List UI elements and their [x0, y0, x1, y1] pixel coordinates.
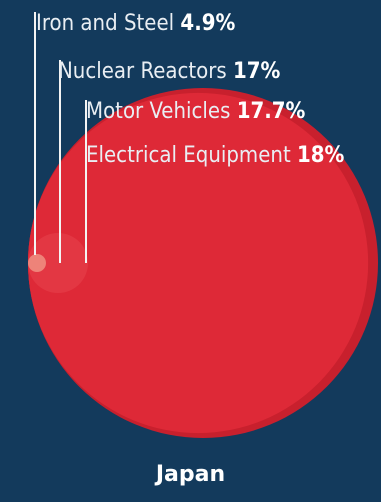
- label-name: Nuclear Reactors: [58, 59, 233, 84]
- label-name: Iron and Steel: [36, 11, 180, 36]
- label-electrical-equipment: Electrical Equipment 18%: [86, 143, 345, 168]
- label-iron-and-steel: Iron and Steel 4.9%: [36, 11, 235, 36]
- label-name: Electrical Equipment: [86, 143, 297, 168]
- label-value: 17%: [233, 59, 281, 84]
- country-label: Japan: [155, 462, 226, 487]
- bubble-nuclear-reactors: [28, 92, 369, 434]
- label-value: 17.7%: [237, 99, 306, 124]
- label-value: 4.9%: [180, 11, 235, 36]
- label-value: 18%: [297, 143, 345, 168]
- label-motor-vehicles: Motor Vehicles 17.7%: [86, 99, 306, 124]
- label-nuclear-reactors: Nuclear Reactors 17%: [58, 59, 281, 84]
- bubble-iron-and-steel: [28, 254, 46, 272]
- label-name: Motor Vehicles: [86, 99, 237, 124]
- bubble-halo: [28, 233, 88, 293]
